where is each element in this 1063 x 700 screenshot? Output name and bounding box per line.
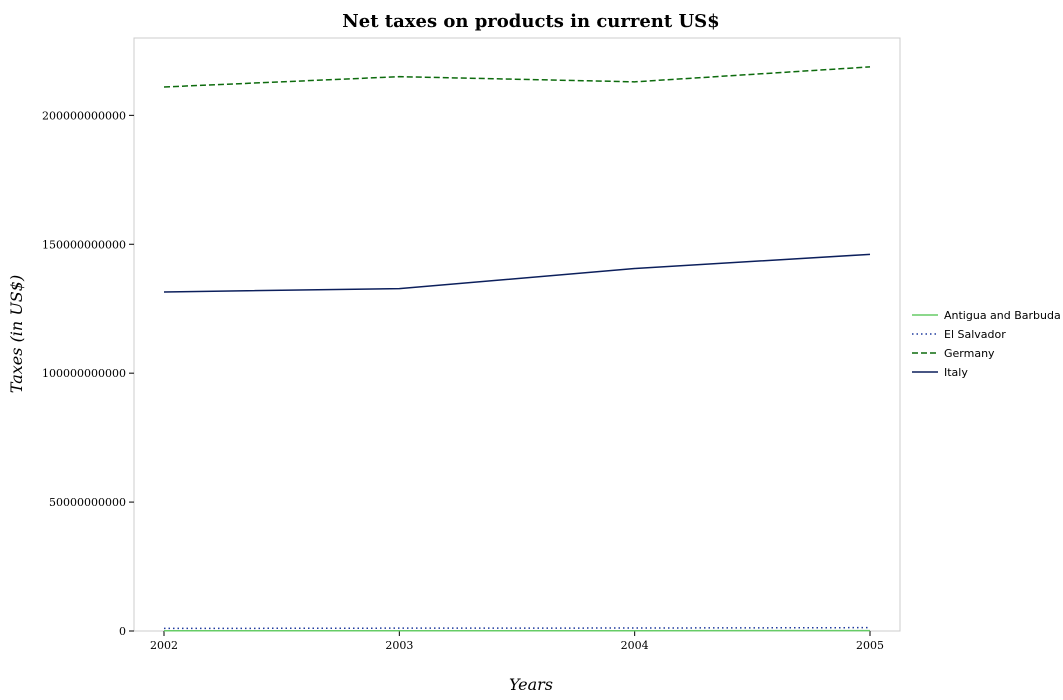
plot-area [133, 37, 901, 632]
y-tick-label: 150000000000 [42, 238, 126, 251]
series-line-el-salvador [163, 626, 871, 630]
x-tick-label: 2004 [621, 639, 649, 652]
legend-label: El Salvador [944, 328, 1006, 341]
legend: Antigua and Barbuda El Salvador Germany Ita… [912, 309, 1061, 379]
chart-title: Net taxes on products in current US$ [342, 11, 719, 32]
series-lines [163, 66, 871, 632]
x-axis: 2002 2003 2004 2005 [150, 631, 884, 652]
legend-label: Germany [944, 347, 995, 360]
series-line-germany [163, 66, 871, 88]
y-axis: 0 50000000000 100000000000 150000000000 2000… [42, 109, 134, 638]
y-tick-label: 0 [119, 625, 126, 638]
y-tick-label: 100000000000 [42, 367, 126, 380]
y-axis-label: Taxes (in US$) [7, 275, 26, 393]
x-tick-label: 2005 [856, 639, 884, 652]
x-tick-label: 2003 [385, 639, 413, 652]
legend-label: Italy [944, 366, 968, 379]
series-line-italy [163, 253, 871, 293]
x-tick-label: 2002 [150, 639, 178, 652]
y-tick-label: 50000000000 [49, 496, 126, 509]
y-tick-label: 200000000000 [42, 109, 126, 122]
x-axis-label: Years [509, 675, 553, 694]
legend-label: Antigua and Barbuda [944, 309, 1061, 322]
